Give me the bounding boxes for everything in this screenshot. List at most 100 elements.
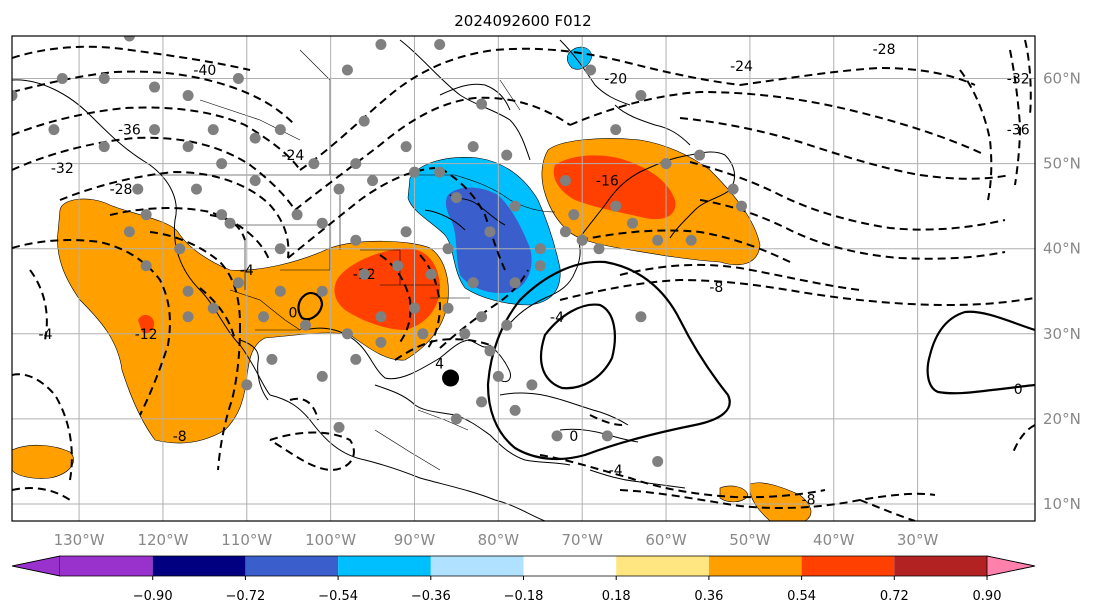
station-dot bbox=[534, 243, 546, 255]
station-dot bbox=[266, 353, 278, 365]
station-dot bbox=[392, 260, 404, 272]
station-dot bbox=[123, 36, 135, 42]
station-dot bbox=[601, 430, 613, 442]
colorbar-label: −0.90 bbox=[133, 589, 173, 604]
station-dot bbox=[509, 277, 521, 289]
colorbar-bin bbox=[338, 556, 431, 576]
station-dot bbox=[442, 302, 454, 314]
contour-label: 0 bbox=[569, 429, 578, 445]
colorbar-label: −0.18 bbox=[504, 589, 544, 604]
chart-title: 2024092600 F012 bbox=[454, 12, 591, 30]
contour-labels: -40-36-32-28-24-20-24-28-32-36-16-12-12-… bbox=[39, 42, 1030, 509]
lon-tick-label: 40°W bbox=[813, 531, 855, 549]
station-dot bbox=[442, 243, 454, 255]
station-dot bbox=[149, 124, 161, 136]
station-dot bbox=[216, 209, 228, 221]
station-dot bbox=[694, 149, 706, 161]
station-dot bbox=[450, 192, 462, 204]
station-dot bbox=[299, 319, 311, 331]
longitude-tick-labels: 130°W 120°W 110°W 100°W 90°W 80°W 70°W 60°W 50°W… bbox=[54, 531, 939, 549]
station-dot bbox=[559, 226, 571, 238]
lon-tick-label: 120°W bbox=[137, 531, 188, 549]
station-dot bbox=[190, 183, 202, 195]
lon-tick-label: 30°W bbox=[897, 531, 939, 549]
lat-tick-label: 60°N bbox=[1043, 70, 1081, 88]
contour-label: -8 bbox=[173, 429, 187, 445]
colorbar-bin bbox=[523, 556, 617, 576]
shaded-deep-blue bbox=[445, 187, 532, 294]
station-dot bbox=[652, 455, 664, 467]
station-dot bbox=[467, 141, 479, 153]
station-dot bbox=[501, 319, 513, 331]
station-dot bbox=[358, 268, 370, 280]
contour-label: -40 bbox=[193, 63, 216, 79]
colorbar-bin bbox=[616, 556, 709, 576]
station-dot bbox=[476, 98, 488, 110]
map-frame bbox=[11, 35, 1036, 522]
contour-label: -24 bbox=[730, 59, 753, 75]
station-dot bbox=[534, 260, 546, 272]
station-dot bbox=[98, 73, 110, 85]
lon-tick-label: 100°W bbox=[305, 531, 356, 549]
station-dot bbox=[258, 311, 270, 323]
station-dot bbox=[232, 277, 244, 289]
station-dot bbox=[593, 243, 605, 255]
station-dot bbox=[585, 64, 597, 76]
contour-label: -36 bbox=[118, 123, 141, 139]
lat-tick-label: 50°N bbox=[1043, 155, 1081, 173]
station-dot bbox=[375, 311, 387, 323]
colorbar-bin bbox=[60, 556, 153, 576]
station-dot bbox=[559, 175, 571, 187]
station-dot bbox=[98, 141, 110, 153]
contour-label: -4 bbox=[240, 263, 254, 279]
lon-tick-label: 60°W bbox=[645, 531, 687, 549]
colorbar-over-arrow bbox=[986, 555, 1036, 577]
station-dot bbox=[308, 158, 320, 170]
colorbar: −0.90 −0.72 −0.54 −0.36 −0.18 0.18 0.36 0.54 0.7… bbox=[11, 555, 1036, 604]
contour-label: 0 bbox=[1014, 382, 1023, 398]
contour-label: -32 bbox=[51, 161, 74, 177]
station-dot bbox=[274, 124, 286, 136]
contour-label: -12 bbox=[135, 327, 158, 343]
contour-label: -28 bbox=[110, 182, 133, 198]
contour-label: 0 bbox=[288, 306, 297, 322]
station-dot bbox=[727, 183, 739, 195]
station-dot bbox=[501, 149, 513, 161]
station-dot bbox=[375, 336, 387, 348]
contour-label: -20 bbox=[604, 72, 627, 88]
lon-tick-label: 70°W bbox=[561, 531, 603, 549]
station-dot bbox=[610, 124, 622, 136]
station-dot bbox=[434, 39, 446, 51]
station-dot bbox=[249, 132, 261, 144]
contour-label: -8 bbox=[709, 280, 723, 296]
colorbar-outline bbox=[11, 555, 1036, 577]
station-dot bbox=[207, 124, 219, 136]
station-dot bbox=[635, 311, 647, 323]
station-dot bbox=[291, 209, 303, 221]
station-dot bbox=[509, 404, 521, 416]
station-dot bbox=[182, 285, 194, 297]
station-dot bbox=[492, 370, 504, 382]
lon-tick-label: 90°W bbox=[394, 531, 436, 549]
contours-positive bbox=[297, 260, 1035, 461]
station-dot bbox=[568, 209, 580, 221]
station-dot bbox=[132, 183, 144, 195]
contour-label: -36 bbox=[1007, 123, 1030, 139]
station-dot bbox=[526, 379, 538, 391]
station-dot bbox=[182, 311, 194, 323]
contour-label: 4 bbox=[435, 357, 444, 373]
station-dot bbox=[652, 234, 664, 246]
station-dot bbox=[408, 166, 420, 178]
contour-label: -16 bbox=[596, 174, 619, 190]
station-dot bbox=[350, 158, 362, 170]
lon-tick-label: 80°W bbox=[478, 531, 520, 549]
colorbar-bin bbox=[245, 556, 339, 576]
station-dot bbox=[358, 115, 370, 127]
station-dot bbox=[182, 90, 194, 102]
lat-tick-label: 40°N bbox=[1043, 240, 1081, 258]
colorbar-label: 0.18 bbox=[602, 589, 631, 604]
station-dot bbox=[476, 396, 488, 408]
station-dot bbox=[241, 379, 253, 391]
station-dot bbox=[660, 158, 672, 170]
